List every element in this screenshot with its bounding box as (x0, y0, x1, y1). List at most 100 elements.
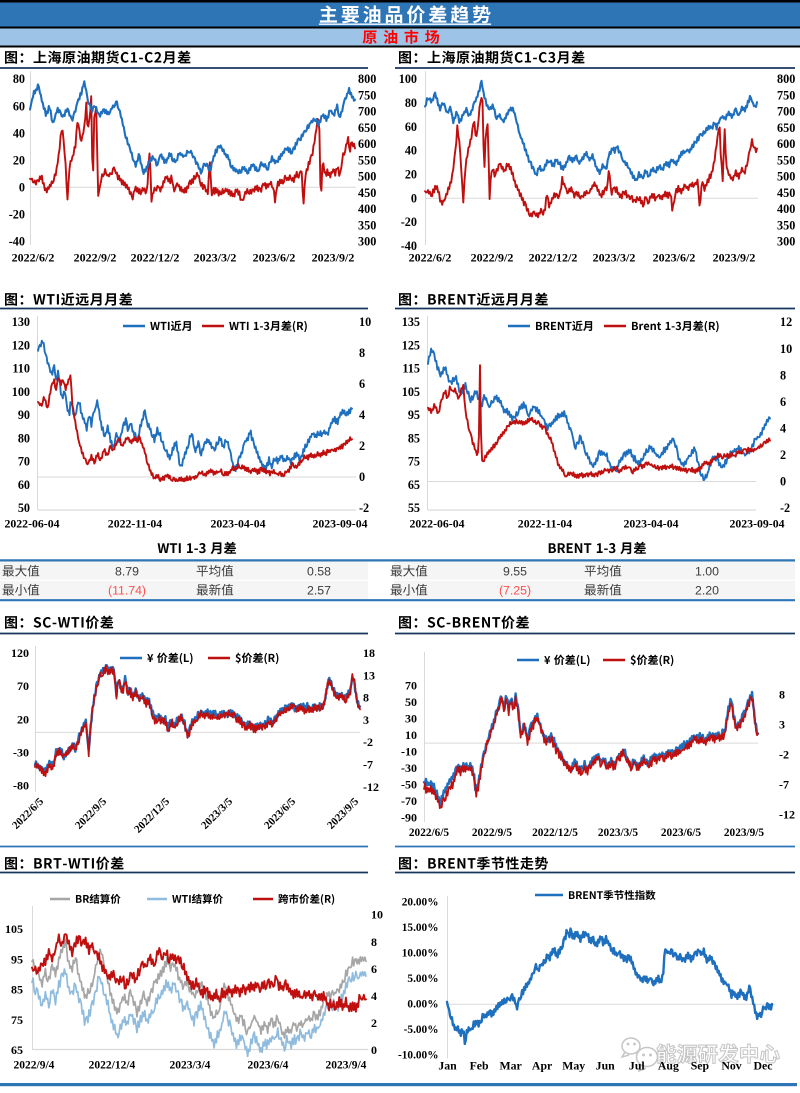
svg-text:2023-04-04: 2023-04-04 (210, 517, 265, 531)
svg-text:70: 70 (17, 679, 29, 693)
svg-text:-90: -90 (401, 810, 417, 824)
svg-text:40: 40 (13, 126, 25, 140)
svg-text:-10.00%: -10.00% (398, 1049, 438, 1061)
svg-text:95: 95 (408, 408, 420, 422)
svg-text:2022/9/4: 2022/9/4 (14, 1060, 55, 1072)
svg-text:Sep: Sep (691, 1059, 710, 1073)
svg-text:120: 120 (11, 646, 29, 660)
svg-text:700: 700 (777, 105, 795, 119)
svg-text:4: 4 (780, 422, 786, 436)
svg-text:-30: -30 (401, 761, 417, 775)
svg-text:120: 120 (12, 338, 30, 352)
svg-text:Jul: Jul (629, 1059, 645, 1073)
svg-text:2023/9/5: 2023/9/5 (724, 827, 765, 839)
svg-text:2: 2 (359, 439, 365, 453)
svg-text:350: 350 (777, 218, 795, 232)
svg-text:500: 500 (777, 170, 795, 184)
svg-text:20: 20 (405, 168, 417, 182)
svg-text:5.00%: 5.00% (407, 973, 438, 985)
svg-text:-40: -40 (9, 235, 25, 249)
svg-text:100: 100 (399, 72, 417, 86)
svg-text:2023/9/2: 2023/9/2 (713, 251, 756, 265)
svg-text:8.79: 8.79 (115, 565, 139, 579)
svg-text:40: 40 (405, 144, 417, 158)
svg-text:2022/9/2: 2022/9/2 (74, 251, 117, 265)
svg-text:90: 90 (18, 408, 30, 422)
svg-text:10: 10 (371, 908, 383, 922)
svg-text:8: 8 (779, 688, 785, 702)
svg-text:Jun: Jun (596, 1059, 615, 1073)
svg-text:8: 8 (363, 691, 369, 705)
svg-text:8: 8 (371, 935, 377, 949)
svg-text:3: 3 (779, 718, 785, 732)
svg-text:300: 300 (777, 235, 795, 249)
svg-text:80: 80 (13, 72, 25, 86)
svg-text:125: 125 (402, 338, 420, 352)
svg-text:95: 95 (11, 953, 23, 967)
svg-text:2023-09-04: 2023-09-04 (312, 517, 367, 531)
svg-text:-5.00%: -5.00% (404, 1024, 439, 1036)
svg-text:-2: -2 (779, 748, 789, 762)
svg-text:0: 0 (411, 191, 417, 205)
svg-text:60: 60 (18, 478, 30, 492)
svg-text:110: 110 (12, 362, 30, 376)
svg-text:2.20: 2.20 (695, 584, 719, 598)
svg-text:350: 350 (358, 218, 376, 232)
svg-text:750: 750 (358, 89, 376, 103)
svg-text:400: 400 (777, 202, 795, 216)
svg-text:65: 65 (408, 478, 420, 492)
svg-text:115: 115 (402, 362, 420, 376)
svg-text:55: 55 (408, 501, 420, 515)
svg-text:70: 70 (405, 679, 417, 693)
svg-text:10: 10 (359, 315, 371, 329)
svg-text:2023/9/5: 2023/9/5 (325, 795, 361, 831)
svg-text:(11.74): (11.74) (108, 584, 146, 598)
svg-text:20.00%: 20.00% (402, 897, 439, 909)
svg-text:6: 6 (780, 395, 786, 409)
svg-text:10: 10 (780, 342, 792, 356)
svg-text:800: 800 (358, 72, 376, 86)
svg-text:-10: -10 (401, 745, 417, 759)
svg-text:2022-11-04: 2022-11-04 (518, 517, 572, 531)
svg-text:2023/3/5: 2023/3/5 (598, 827, 639, 839)
svg-text:-7: -7 (363, 758, 373, 772)
svg-text:2022/9/5: 2022/9/5 (73, 795, 109, 831)
svg-text:-2: -2 (363, 735, 373, 749)
svg-text:2023/3/2: 2023/3/2 (194, 251, 237, 265)
svg-text:105: 105 (402, 385, 420, 399)
svg-text:10.00%: 10.00% (402, 948, 439, 960)
svg-text:-70: -70 (401, 794, 417, 808)
svg-text:75: 75 (11, 1013, 23, 1027)
svg-text:2022/12/4: 2022/12/4 (89, 1060, 136, 1072)
svg-text:2023-09-04: 2023-09-04 (729, 517, 784, 531)
svg-text:50: 50 (405, 695, 417, 709)
svg-text:2022/12/5: 2022/12/5 (532, 827, 578, 839)
svg-text:60: 60 (405, 120, 417, 134)
svg-text:2022/9/5: 2022/9/5 (472, 827, 513, 839)
svg-text:12: 12 (780, 315, 792, 329)
svg-text:2023/3/5: 2023/3/5 (199, 795, 235, 831)
svg-text:2022/12/2: 2022/12/2 (131, 251, 180, 265)
svg-text:2023/6/2: 2023/6/2 (253, 251, 296, 265)
svg-text:2022/9/2: 2022/9/2 (471, 251, 514, 265)
svg-text:2022-06-04: 2022-06-04 (409, 517, 464, 531)
svg-text:500: 500 (358, 170, 376, 184)
svg-text:65: 65 (11, 1043, 23, 1057)
svg-text:80: 80 (405, 96, 417, 110)
svg-text:10: 10 (405, 728, 417, 742)
svg-text:-12: -12 (779, 807, 795, 821)
svg-text:450: 450 (777, 186, 795, 200)
svg-text:-40: -40 (401, 239, 417, 253)
svg-text:2023/6/5: 2023/6/5 (661, 827, 702, 839)
svg-text:May: May (562, 1059, 585, 1073)
svg-text:2023/9/4: 2023/9/4 (326, 1060, 367, 1072)
svg-text:-50: -50 (401, 778, 417, 792)
svg-text:2023-04-04: 2023-04-04 (623, 517, 678, 531)
svg-text:105: 105 (5, 922, 23, 936)
svg-text:2023/3/2: 2023/3/2 (593, 251, 636, 265)
svg-text:2023/9/2: 2023/9/2 (312, 251, 355, 265)
svg-text:18: 18 (363, 646, 375, 660)
svg-text:2.57: 2.57 (307, 584, 331, 598)
svg-text:600: 600 (777, 137, 795, 151)
svg-text:130: 130 (12, 315, 30, 329)
